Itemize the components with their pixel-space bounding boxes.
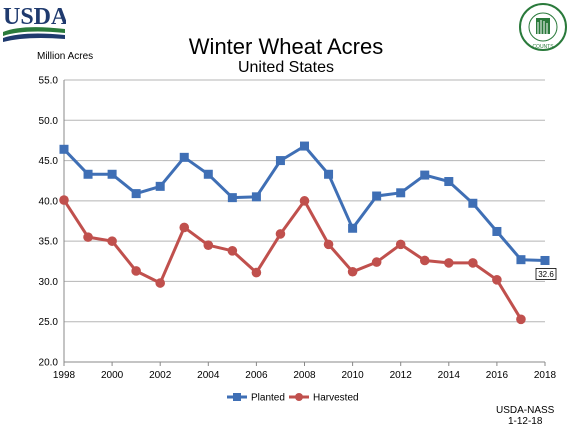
harvested-point bbox=[299, 196, 310, 206]
harvested-point bbox=[395, 239, 406, 250]
legend-planted-marker bbox=[233, 393, 241, 401]
footer-date: 1-12-18 bbox=[507, 416, 543, 427]
harvested-point bbox=[275, 229, 286, 239]
y-axis-label: Million Acres bbox=[37, 51, 94, 62]
x-tick-label: 2016 bbox=[486, 370, 509, 381]
harvested-point bbox=[468, 258, 478, 268]
harvested-point bbox=[516, 314, 526, 325]
chart-title: Winter Wheat Acres bbox=[188, 34, 384, 59]
planted-point bbox=[300, 141, 309, 151]
harvested-point bbox=[131, 266, 141, 276]
planted-point bbox=[275, 156, 285, 166]
harvested-point bbox=[83, 232, 93, 242]
y-tick-label: 40.0 bbox=[39, 196, 59, 207]
legend: Planted Harvested bbox=[227, 393, 359, 404]
y-tick-label: 25.0 bbox=[39, 317, 59, 328]
axes bbox=[63, 80, 546, 366]
chart-subtitle: United States bbox=[237, 59, 335, 76]
planted-point bbox=[203, 169, 213, 179]
planted-point bbox=[444, 177, 454, 187]
annotations: 32.6 bbox=[535, 268, 557, 280]
planted-point bbox=[516, 255, 526, 265]
y-tick-label: 55.0 bbox=[39, 76, 59, 87]
x-tick-label: 2018 bbox=[534, 370, 557, 381]
harvested-point bbox=[59, 195, 69, 205]
planted-point bbox=[468, 198, 478, 208]
planted-point bbox=[540, 255, 550, 265]
usda-logo-text: USDA bbox=[3, 4, 66, 30]
legend-harvested-label: Harvested bbox=[313, 393, 359, 404]
harvested-point bbox=[227, 246, 238, 256]
tick-labels: 20.0 25.0 30.0 35.0 40.0 45.0 50.0 55.0 1998 2000… bbox=[39, 76, 557, 382]
x-tick-label: 2000 bbox=[101, 370, 124, 381]
planted-point bbox=[179, 152, 189, 162]
x-tick-label: 2014 bbox=[438, 370, 461, 381]
x-tick-label: 2008 bbox=[293, 370, 316, 381]
y-tick-label: 45.0 bbox=[39, 156, 59, 167]
x-tick-label: 2012 bbox=[390, 370, 413, 381]
harvested-point bbox=[323, 239, 334, 250]
harvested-point bbox=[251, 267, 262, 278]
footer-source: USDA-NASS bbox=[496, 405, 555, 416]
harvested-line bbox=[62, 199, 523, 321]
series bbox=[59, 141, 550, 325]
agriculture-counts-seal: COUNTS bbox=[519, 3, 567, 51]
legend-harvested-marker bbox=[295, 393, 303, 401]
planted-point bbox=[155, 181, 165, 191]
data-label: 32.6 bbox=[538, 270, 554, 279]
x-tick-label: 2010 bbox=[341, 370, 364, 381]
harvested-point bbox=[179, 222, 190, 233]
gridlines bbox=[64, 79, 545, 363]
planted-point bbox=[324, 169, 334, 179]
x-tick-label: 2002 bbox=[149, 370, 172, 381]
harvested-point bbox=[203, 240, 214, 250]
planted-point bbox=[107, 169, 117, 179]
data-label-box bbox=[535, 268, 557, 280]
legend-planted-label: Planted bbox=[251, 393, 285, 404]
harvested-point bbox=[444, 258, 454, 268]
planted-point bbox=[492, 226, 502, 236]
usda-logo: USDA bbox=[3, 4, 66, 42]
planted-point bbox=[372, 191, 382, 201]
harvested-point bbox=[155, 278, 165, 288]
harvested-point bbox=[107, 236, 117, 246]
y-tick-label: 50.0 bbox=[39, 116, 59, 127]
x-tick-label: 2004 bbox=[197, 370, 220, 381]
svg-text:COUNTS: COUNTS bbox=[532, 44, 554, 50]
planted-point bbox=[83, 169, 93, 179]
planted-point bbox=[420, 170, 430, 180]
y-tick-label: 35.0 bbox=[39, 237, 59, 248]
y-tick-label: 30.0 bbox=[39, 277, 59, 288]
y-tick-label: 20.0 bbox=[39, 358, 59, 369]
planted-point bbox=[227, 193, 237, 203]
harvested-point bbox=[419, 255, 430, 266]
x-tick-label: 1998 bbox=[53, 370, 76, 381]
planted-point bbox=[59, 144, 69, 154]
planted-point bbox=[251, 192, 261, 202]
planted-point bbox=[131, 189, 141, 199]
planted-point bbox=[348, 223, 358, 233]
harvested-point bbox=[347, 266, 358, 277]
harvested-point bbox=[492, 275, 502, 285]
planted-point bbox=[396, 188, 406, 198]
source-footer: USDA-NASS 1-12-18 bbox=[496, 405, 554, 427]
harvested-point bbox=[371, 257, 382, 267]
x-tick-label: 2006 bbox=[245, 370, 268, 381]
